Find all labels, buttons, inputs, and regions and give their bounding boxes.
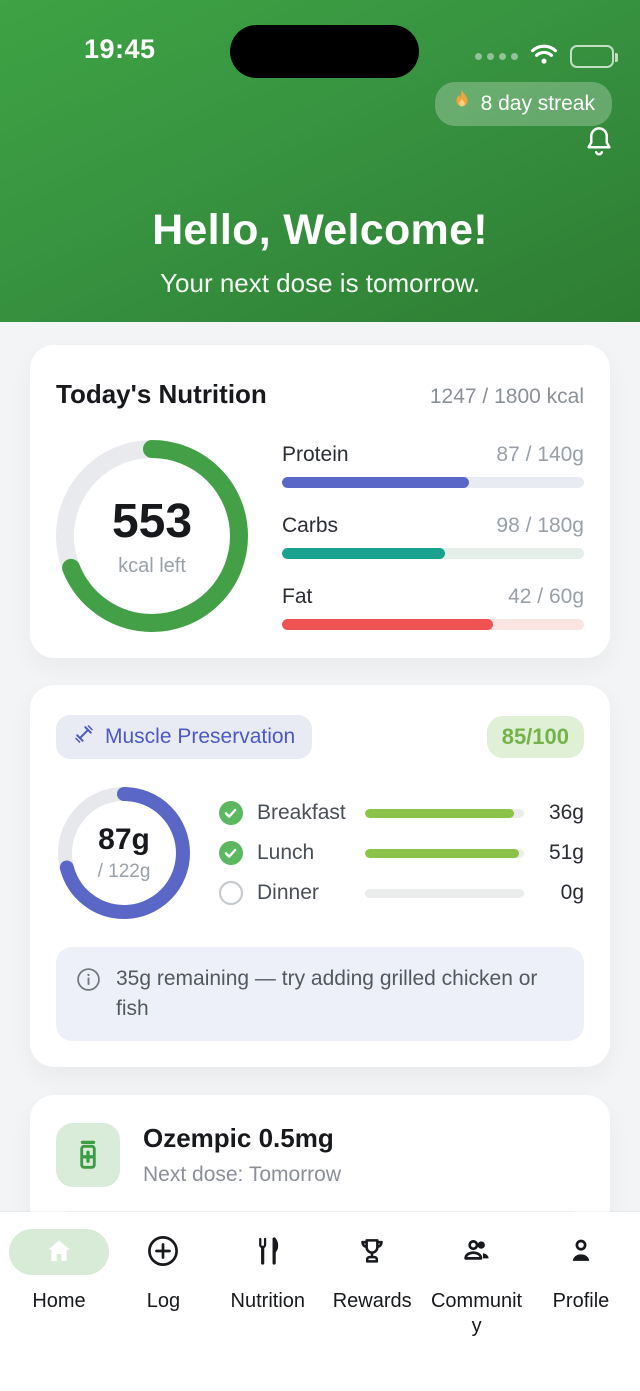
fork-knife-icon — [252, 1235, 284, 1270]
calories-ring: 553 kcal left — [56, 440, 248, 632]
meal-name: Breakfast — [257, 801, 346, 824]
medication-next-dose: Next dose: Tomorrow — [143, 1162, 342, 1186]
macro-row-protein: Protein 87 / 140g — [282, 443, 584, 488]
calories-summary: 1247 / 1800 kcal — [429, 385, 584, 408]
nav-item-log[interactable]: Log — [112, 1228, 214, 1391]
main-content: Today's Nutrition 1247 / 1800 kcal 553 k… — [0, 345, 640, 1295]
muscle-score-badge: 85/100 — [486, 716, 584, 758]
page-title: Hello, Welcome! — [152, 206, 488, 254]
fat-bar — [282, 618, 584, 630]
battery-icon — [570, 45, 618, 68]
meal-name: Dinner — [257, 881, 319, 904]
nav-item-profile[interactable]: Profile — [530, 1228, 632, 1391]
medication-title: Ozempic 0.5mg — [143, 1122, 334, 1153]
status-time: 19:45 — [84, 34, 156, 64]
macro-value: 87 / 140g — [496, 442, 584, 466]
home-icon — [44, 1236, 74, 1269]
macro-list: Protein 87 / 140g Carbs 98 / 180g — [282, 443, 584, 630]
nav-label: Nutrition — [230, 1290, 306, 1312]
wifi-icon — [529, 42, 559, 71]
streak-label: 8 day streak — [480, 92, 595, 115]
page-subtitle: Your next dose is tomorrow. — [160, 268, 480, 298]
breakfast-protein-bar — [365, 808, 524, 818]
empty-circle-icon — [218, 880, 244, 906]
muscle-preservation-badge: Muscle Preservation — [56, 715, 313, 759]
header: 19:45 8 — [0, 0, 640, 322]
macro-name: Carbs — [282, 513, 339, 537]
meal-row-dinner: Dinner 0g — [218, 880, 584, 906]
check-circle-icon — [218, 840, 244, 866]
meal-amount: 0g — [560, 881, 584, 904]
nav-item-community[interactable]: Community — [426, 1228, 528, 1391]
nav-label: Community — [430, 1290, 523, 1337]
info-icon — [76, 964, 101, 997]
muscle-badge-label: Muscle Preservation — [105, 725, 296, 748]
protein-tip-note: 35g remaining — try adding grilled chick… — [56, 947, 584, 1041]
dumbbell-icon — [73, 723, 95, 751]
nav-item-home[interactable]: Home — [8, 1228, 110, 1391]
welcome-block: Hello, Welcome! Your next dose is tomorr… — [0, 206, 640, 299]
nav-label: Home — [32, 1290, 86, 1312]
bell-icon — [582, 127, 616, 163]
check-circle-icon — [218, 800, 244, 826]
dinner-protein-bar — [365, 888, 524, 898]
plus-circle-icon — [146, 1234, 180, 1271]
nav-item-nutrition[interactable]: Nutrition — [217, 1228, 319, 1391]
meal-row-lunch: Lunch 51g — [218, 840, 584, 866]
meal-name: Lunch — [257, 841, 315, 864]
nav-label: Log — [146, 1290, 181, 1312]
home-active-pill — [9, 1229, 109, 1275]
macro-row-fat: Fat 42 / 60g — [282, 585, 584, 630]
macro-name: Protein — [282, 442, 349, 466]
notifications-button[interactable] — [582, 124, 616, 163]
nav-label: Rewards — [332, 1290, 412, 1312]
nutrition-card: Today's Nutrition 1247 / 1800 kcal 553 k… — [30, 345, 610, 658]
meal-list: Breakfast 36g Lunch — [218, 800, 584, 906]
kcal-left-value: 553 — [111, 495, 193, 548]
protein-ring: 87g / 122g — [56, 785, 192, 921]
lunch-protein-bar — [365, 848, 524, 858]
nav-label: Profile — [552, 1290, 610, 1312]
streak-badge[interactable]: 8 day streak — [434, 82, 612, 126]
kcal-left-label: kcal left — [118, 555, 186, 577]
people-icon — [460, 1234, 494, 1271]
flame-icon — [452, 89, 472, 119]
protein-bar — [282, 476, 584, 488]
nutrition-card-title: Today's Nutrition — [56, 379, 267, 409]
person-icon — [565, 1235, 597, 1270]
meal-amount: 51g — [548, 841, 584, 864]
bottom-nav: Home Log — [0, 1212, 640, 1391]
tip-text: 35g remaining — try adding grilled chick… — [116, 967, 538, 1020]
muscle-card: Muscle Preservation 85/100 87g / 122g — [30, 685, 610, 1067]
medicine-bottle-icon — [56, 1122, 120, 1187]
carbs-bar — [282, 547, 584, 559]
protein-ring-goal: / 122g — [97, 861, 151, 882]
phone-notch — [230, 25, 419, 78]
status-icons — [475, 42, 618, 71]
macro-value: 98 / 180g — [496, 513, 584, 537]
trophy-icon — [356, 1235, 388, 1270]
cellular-signal-icon — [475, 53, 518, 60]
meal-amount: 36g — [548, 801, 584, 824]
macro-value: 42 / 60g — [508, 584, 584, 608]
macro-name: Fat — [282, 584, 313, 608]
nav-item-rewards[interactable]: Rewards — [321, 1228, 423, 1391]
macro-row-carbs: Carbs 98 / 180g — [282, 514, 584, 559]
meal-row-breakfast: Breakfast 36g — [218, 800, 584, 826]
protein-ring-value: 87g — [98, 823, 150, 856]
